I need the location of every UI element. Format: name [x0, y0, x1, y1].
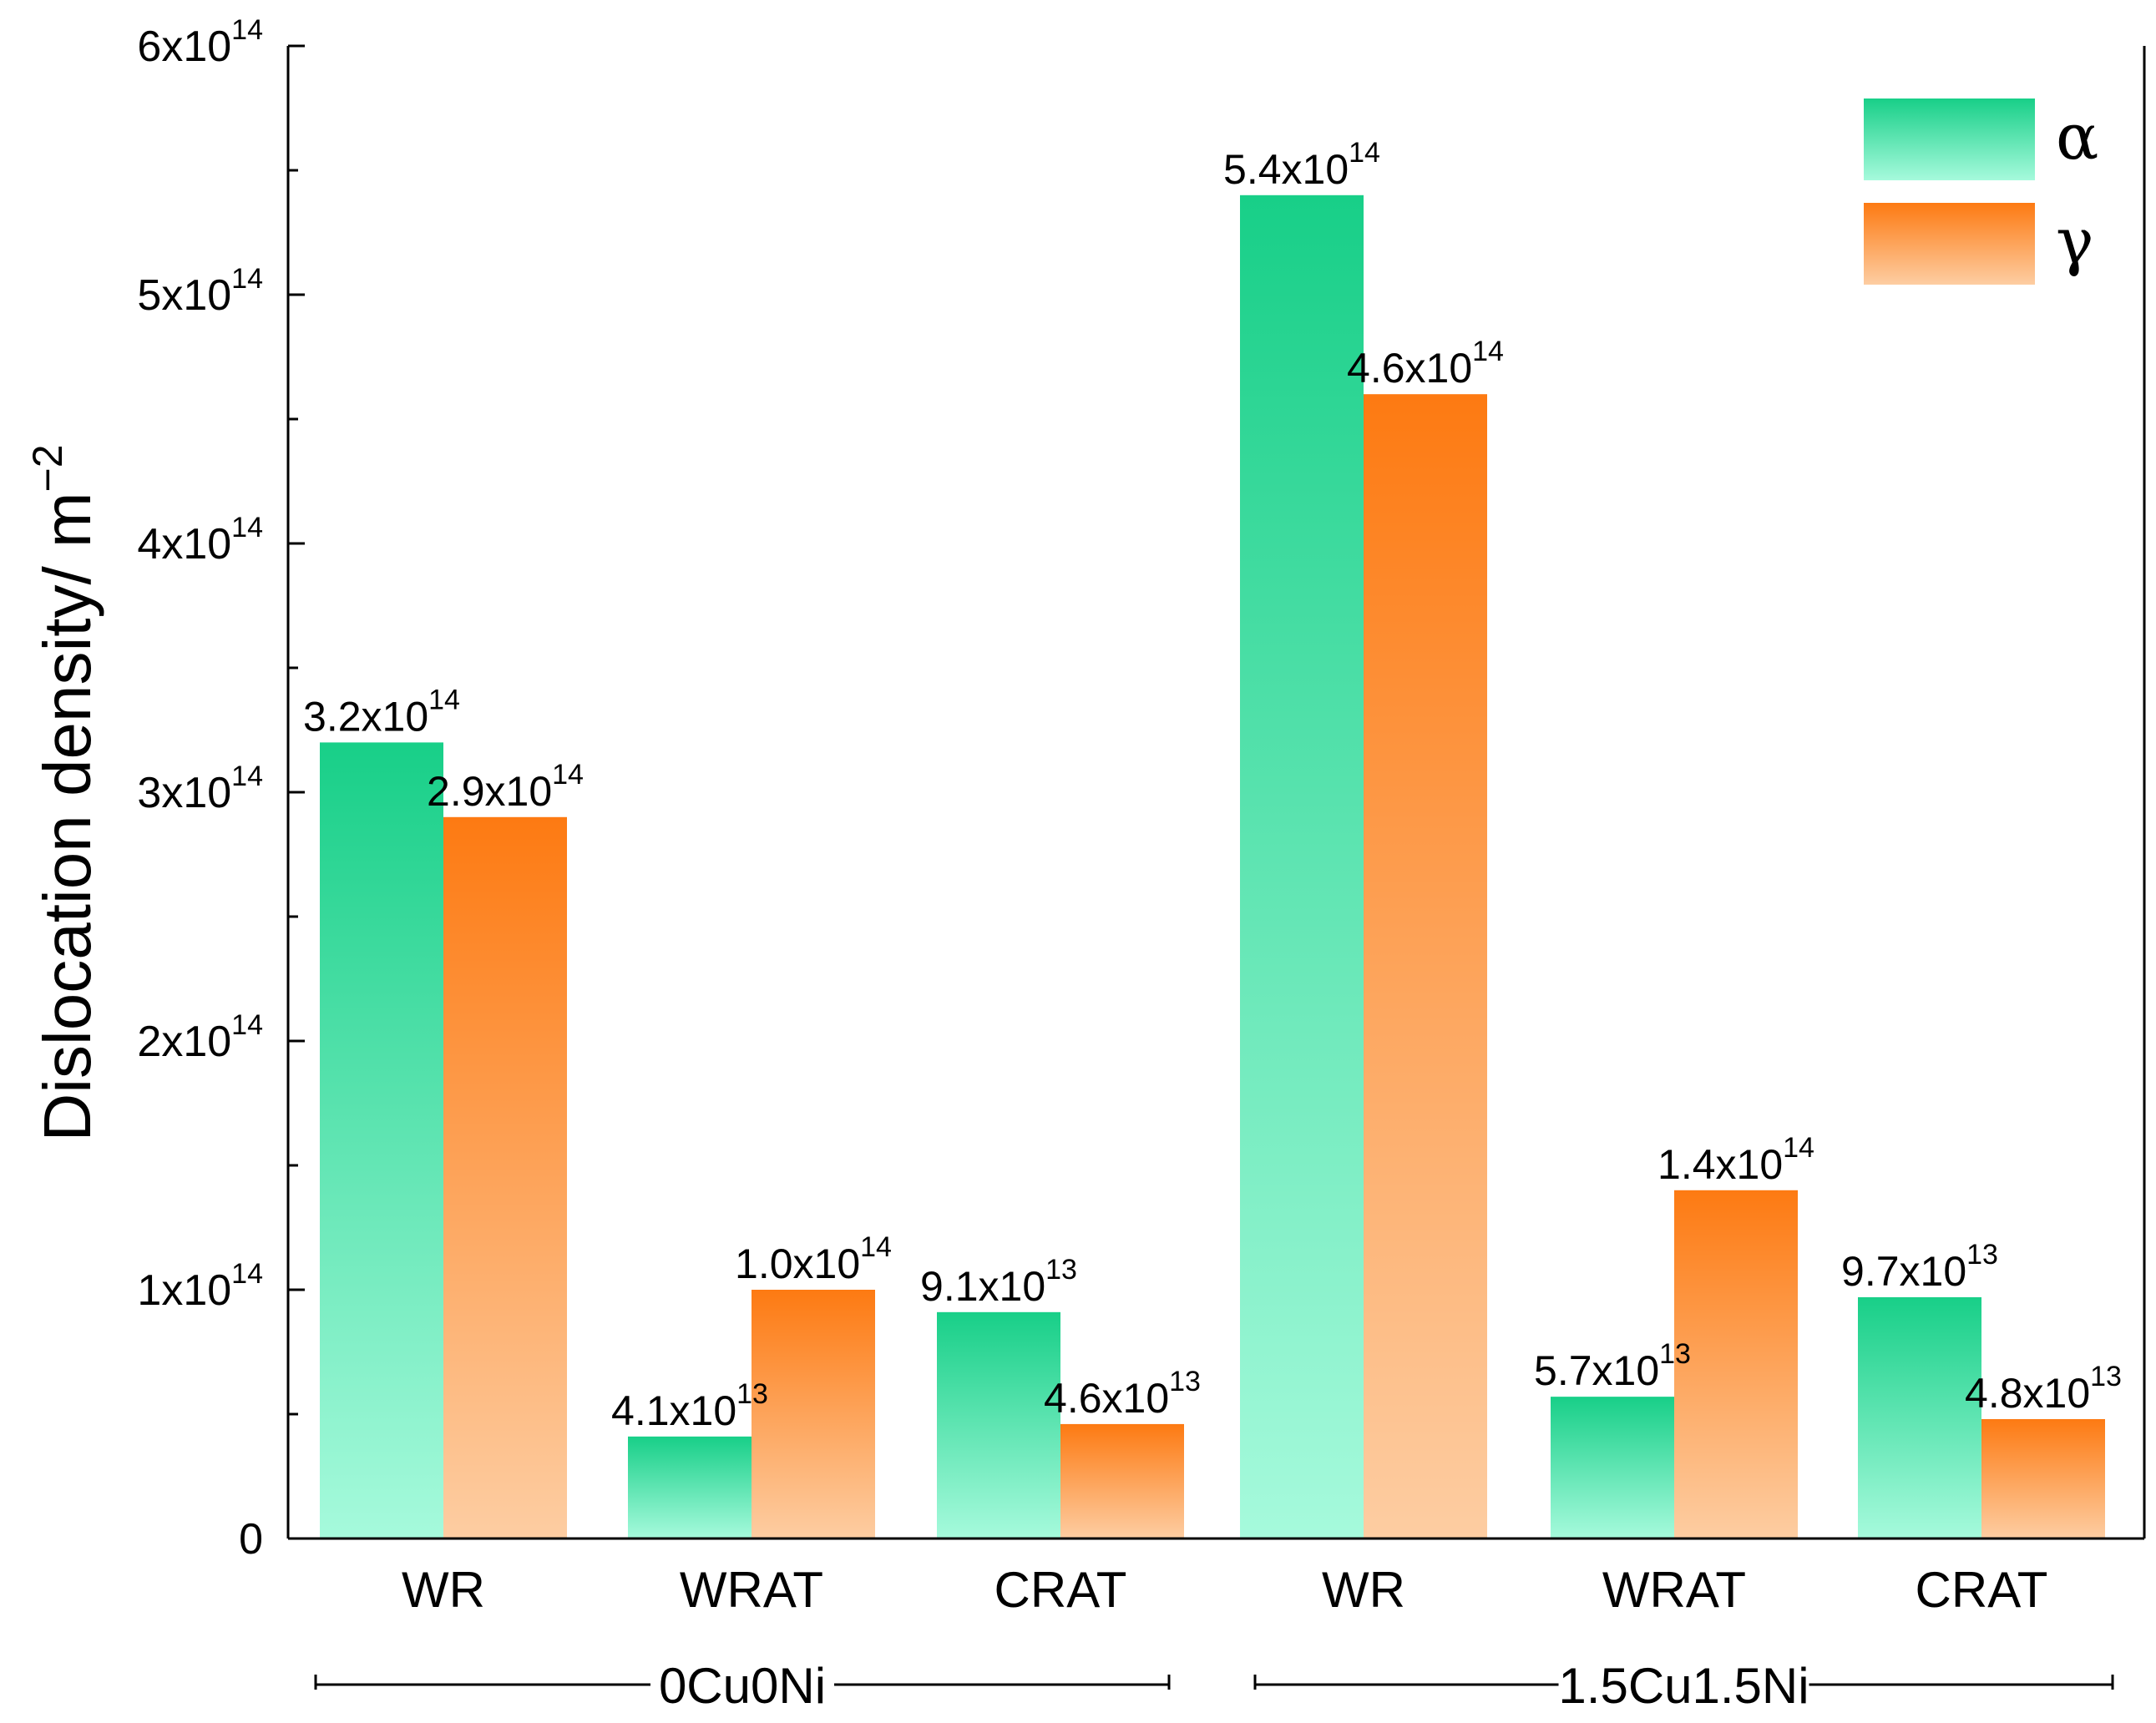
y-tick-label-2-exponent: 14 [231, 1009, 263, 1041]
data-label-gamma-5: 4.8x1013 [1965, 1361, 2122, 1417]
bar-gamma-5 [1981, 1418, 2105, 1539]
x-category-label-2: CRAT [994, 1562, 1127, 1618]
y-tick-label-4: 4x1014 [137, 512, 263, 568]
data-label-gamma-0: 2.9x1014 [427, 759, 584, 815]
data-label-gamma-4-mantissa: 1.4x10 [1657, 1141, 1783, 1188]
y-axis-label-text: Dislocation density/ m [30, 492, 104, 1141]
y-tick-label-2: 2x1014 [137, 1009, 263, 1066]
data-label-gamma-2-exponent: 13 [1169, 1366, 1201, 1397]
bar-gamma-4 [1674, 1190, 1798, 1539]
y-axis-label-exponent: −2 [24, 444, 71, 492]
x-category-label-0: WR [402, 1562, 485, 1618]
legend-label-gamma: γ [2056, 204, 2093, 278]
y-tick-label-3-exponent: 14 [231, 760, 263, 792]
bar-gamma-0 [443, 816, 567, 1539]
data-label-gamma-5-exponent: 13 [2090, 1361, 2122, 1392]
legend-label-alpha: α [2056, 99, 2098, 174]
legend: αγ [1864, 99, 2098, 285]
data-label-alpha-3: 5.4x1014 [1223, 137, 1380, 193]
data-label-gamma-1-exponent: 14 [860, 1231, 892, 1263]
y-tick-label-6-exponent: 14 [231, 14, 263, 46]
y-tick-label-0: 0 [239, 1515, 263, 1564]
data-label-gamma-2: 4.6x1013 [1044, 1366, 1201, 1422]
bar-gamma-3 [1364, 394, 1487, 1539]
group-label-0: 0Cu0Ni [659, 1658, 826, 1714]
data-label-gamma-3: 4.6x1014 [1347, 336, 1504, 392]
y-tick-label-5: 5x1014 [137, 263, 263, 320]
data-label-alpha-5-mantissa: 9.7x10 [1841, 1248, 1966, 1295]
labels-layer: 3.2x10144.1x10139.1x10135.4x10145.7x1013… [303, 137, 2122, 1434]
y-tick-label-6-mantissa: 6x10 [137, 23, 231, 71]
data-label-alpha-4: 5.7x1013 [1534, 1338, 1691, 1394]
data-label-alpha-5: 9.7x1013 [1841, 1239, 1998, 1295]
bars-layer [320, 195, 2105, 1539]
data-label-alpha-3-exponent: 14 [1349, 137, 1380, 169]
y-tick-label-0-mantissa: 0 [239, 1515, 263, 1564]
data-label-gamma-1: 1.0x1014 [735, 1231, 892, 1287]
y-tick-label-5-mantissa: 5x10 [137, 271, 231, 320]
data-label-alpha-1-exponent: 13 [736, 1378, 768, 1410]
y-tick-label-1-exponent: 14 [231, 1258, 263, 1290]
data-label-alpha-1: 4.1x1013 [611, 1378, 768, 1434]
y-tick-label-1-mantissa: 1x10 [137, 1266, 231, 1315]
y-tick-label-3-mantissa: 3x10 [137, 769, 231, 817]
data-label-alpha-0-exponent: 14 [428, 684, 460, 715]
data-label-alpha-2: 9.1x1013 [920, 1254, 1077, 1310]
data-label-gamma-1-mantissa: 1.0x10 [735, 1240, 860, 1287]
data-label-alpha-0: 3.2x1014 [303, 684, 460, 740]
data-label-alpha-1-mantissa: 4.1x10 [611, 1387, 736, 1434]
data-label-gamma-0-mantissa: 2.9x10 [427, 768, 552, 815]
data-label-gamma-3-exponent: 14 [1472, 336, 1504, 367]
x-category-label-3: WR [1322, 1562, 1405, 1618]
data-label-alpha-2-exponent: 13 [1045, 1254, 1077, 1286]
x-category-label-1: WRAT [680, 1562, 823, 1618]
data-label-alpha-0-mantissa: 3.2x10 [303, 693, 428, 740]
data-label-alpha-4-exponent: 13 [1659, 1338, 1691, 1370]
data-label-gamma-5-mantissa: 4.8x10 [1965, 1370, 2090, 1417]
bar-alpha-0 [320, 742, 443, 1539]
data-label-alpha-2-mantissa: 9.1x10 [920, 1263, 1045, 1310]
data-label-gamma-4-exponent: 14 [1783, 1132, 1814, 1164]
bar-alpha-4 [1551, 1397, 1674, 1539]
data-label-gamma-4: 1.4x1014 [1657, 1132, 1814, 1188]
x-category-label-4: WRAT [1602, 1562, 1746, 1618]
data-label-alpha-3-mantissa: 5.4x10 [1223, 146, 1349, 193]
data-label-gamma-2-mantissa: 4.6x10 [1044, 1375, 1169, 1422]
y-tick-label-5-exponent: 14 [231, 263, 263, 295]
data-label-gamma-3-mantissa: 4.6x10 [1347, 345, 1472, 392]
legend-swatch-alpha [1864, 99, 2035, 180]
y-tick-label-2-mantissa: 2x10 [137, 1018, 231, 1066]
legend-swatch-gamma [1864, 203, 2035, 285]
y-axis-label: Dislocation density/ m−2 [24, 444, 104, 1141]
bar-gamma-2 [1060, 1423, 1184, 1539]
y-tick-label-1: 1x1014 [137, 1258, 263, 1315]
bar-alpha-3 [1240, 195, 1364, 1539]
y-tick-label-6: 6x1014 [137, 14, 263, 71]
x-category-label-5: CRAT [1916, 1562, 2048, 1618]
bar-alpha-1 [628, 1436, 752, 1539]
y-tick-label-3: 3x1014 [137, 760, 263, 817]
y-tick-label-4-mantissa: 4x10 [137, 520, 231, 568]
group-label-1: 1.5Cu1.5Ni [1558, 1658, 1809, 1714]
y-tick-label-4-exponent: 14 [231, 512, 263, 543]
bar-alpha-5 [1858, 1296, 1981, 1539]
data-label-gamma-0-exponent: 14 [552, 759, 584, 791]
data-label-alpha-5-exponent: 13 [1966, 1239, 1998, 1271]
bar-gamma-1 [752, 1290, 875, 1539]
bar-alpha-2 [937, 1311, 1060, 1539]
data-label-alpha-4-mantissa: 5.7x10 [1534, 1347, 1659, 1394]
